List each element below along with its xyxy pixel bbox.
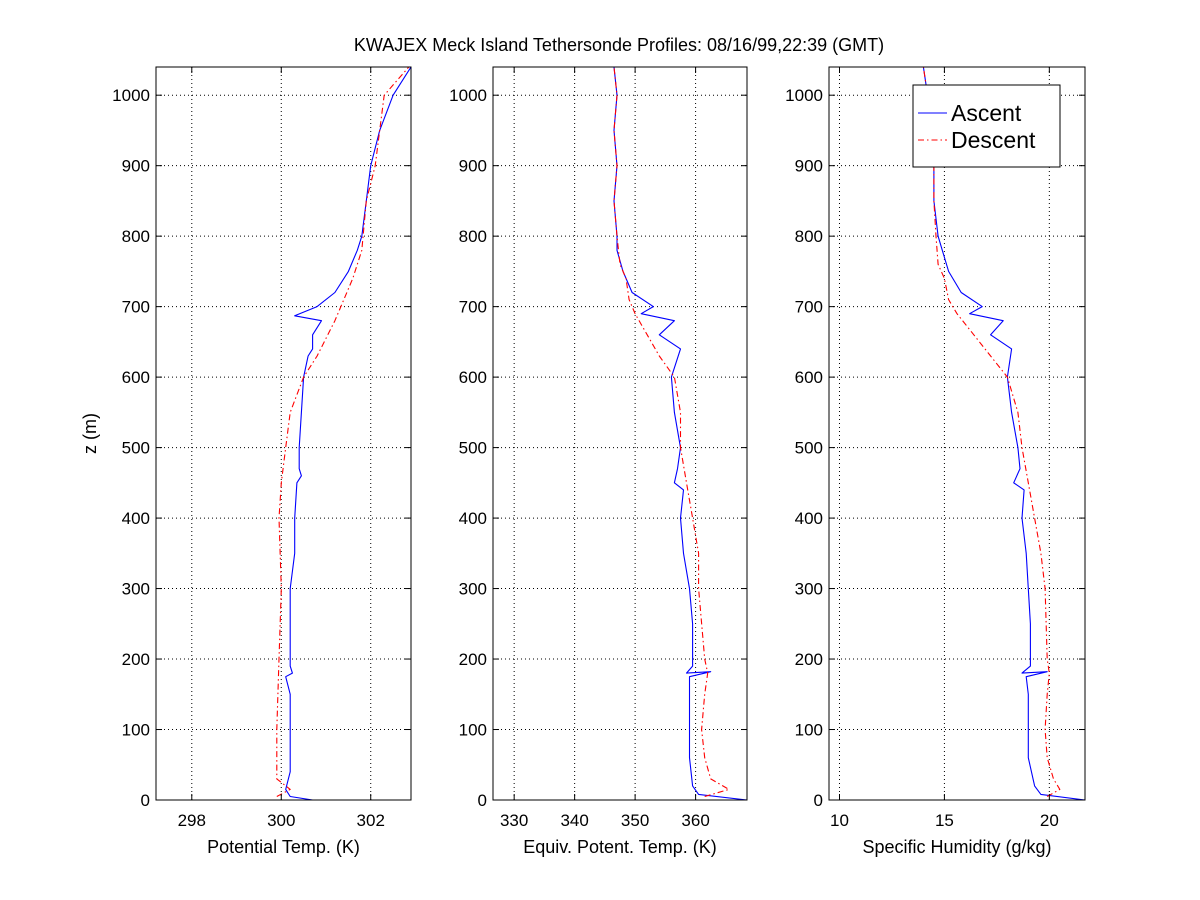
- y-tick-label: 1000: [785, 86, 823, 105]
- legend-label-descent: Descent: [951, 127, 1036, 153]
- series-ascent-line: [829, 67, 1085, 800]
- panel-2: 330 340 350 360 0 100 200 300 400 500 600 700 800 900…: [449, 66, 748, 857]
- series-group: [156, 67, 411, 800]
- plot-area: [156, 67, 411, 800]
- y-tick-label: 500: [795, 439, 823, 458]
- y-tick-label: 900: [795, 157, 823, 176]
- series-descent-line: [922, 67, 1061, 797]
- y-tick-label: 200: [459, 650, 487, 669]
- y-tick-label: 200: [795, 650, 823, 669]
- legend-label-ascent: Ascent: [951, 100, 1022, 126]
- y-tick-label: 700: [795, 298, 823, 317]
- plot-frame: [492, 66, 748, 801]
- series-descent-line: [613, 67, 730, 798]
- y-tick-label: 300: [795, 580, 823, 599]
- y-tick-label: 0: [814, 791, 823, 810]
- x-tick-label: 300: [267, 811, 295, 830]
- y-tick-label: 400: [795, 509, 823, 528]
- y-tick-label: 300: [459, 580, 487, 599]
- series-descent-line: [276, 67, 410, 797]
- x-tick-label: 15: [935, 811, 954, 830]
- y-tick-label: 1000: [112, 86, 150, 105]
- series-group: [613, 67, 747, 800]
- y-axis-title: z (m): [80, 413, 100, 454]
- legend-box: [912, 84, 1061, 168]
- y-tick-label: 800: [795, 227, 823, 246]
- x-axis-title: Specific Humidity (g/kg): [862, 837, 1051, 857]
- y-tick-label: 300: [122, 580, 150, 599]
- panels: 298 300 3020100200300400500600700800900100…: [80, 66, 1086, 857]
- y-tick-label: 600: [795, 368, 823, 387]
- x-tick-label: 350: [621, 811, 649, 830]
- plot-area: [829, 67, 1085, 800]
- x-tick-label: 298: [178, 811, 206, 830]
- x-tick-label: 10: [830, 811, 849, 830]
- panel-3: 10 15 2001002003004005006007008009001000Sp…: [785, 66, 1086, 857]
- x-axis-title: Potential Temp. (K): [207, 837, 360, 857]
- series-ascent-line: [156, 67, 411, 800]
- y-tick-label: 900: [122, 157, 150, 176]
- figure-title: KWAJEX Meck Island Tethersonde Profiles:…: [354, 35, 884, 55]
- y-tick-label: 500: [459, 439, 487, 458]
- y-tick-label: 100: [459, 721, 487, 740]
- y-tick-label: 500: [122, 439, 150, 458]
- x-tick-label: 20: [1040, 811, 1059, 830]
- x-tick-label: 302: [357, 811, 385, 830]
- y-tick-label: 700: [459, 298, 487, 317]
- x-axis-title: Equiv. Potent. Temp. (K): [523, 837, 716, 857]
- plot-area: [493, 67, 747, 800]
- plot-frame: [828, 66, 1086, 801]
- y-tick-label: 600: [122, 368, 150, 387]
- y-tick-label: 400: [459, 509, 487, 528]
- y-tick-label: 0: [141, 791, 150, 810]
- plot-frame: [155, 66, 412, 801]
- x-tick-label: 340: [560, 811, 588, 830]
- y-tick-label: 700: [122, 298, 150, 317]
- series-group: [829, 67, 1085, 800]
- y-tick-label: 1000: [449, 86, 487, 105]
- y-tick-label: 100: [122, 721, 150, 740]
- y-tick-label: 600: [459, 368, 487, 387]
- y-tick-label: 200: [122, 650, 150, 669]
- series-ascent-line: [613, 67, 747, 800]
- x-tick-label: 330: [500, 811, 528, 830]
- y-tick-label: 900: [459, 157, 487, 176]
- y-tick-label: 800: [122, 227, 150, 246]
- y-tick-label: 800: [459, 227, 487, 246]
- panel-1: 298 300 302 0 100 200 300 400 500 600 700 800 900 100…: [80, 66, 412, 857]
- y-tick-label: 0: [478, 791, 487, 810]
- y-tick-label: 100: [795, 721, 823, 740]
- y-tick-label: 400: [122, 509, 150, 528]
- x-tick-label: 360: [681, 811, 709, 830]
